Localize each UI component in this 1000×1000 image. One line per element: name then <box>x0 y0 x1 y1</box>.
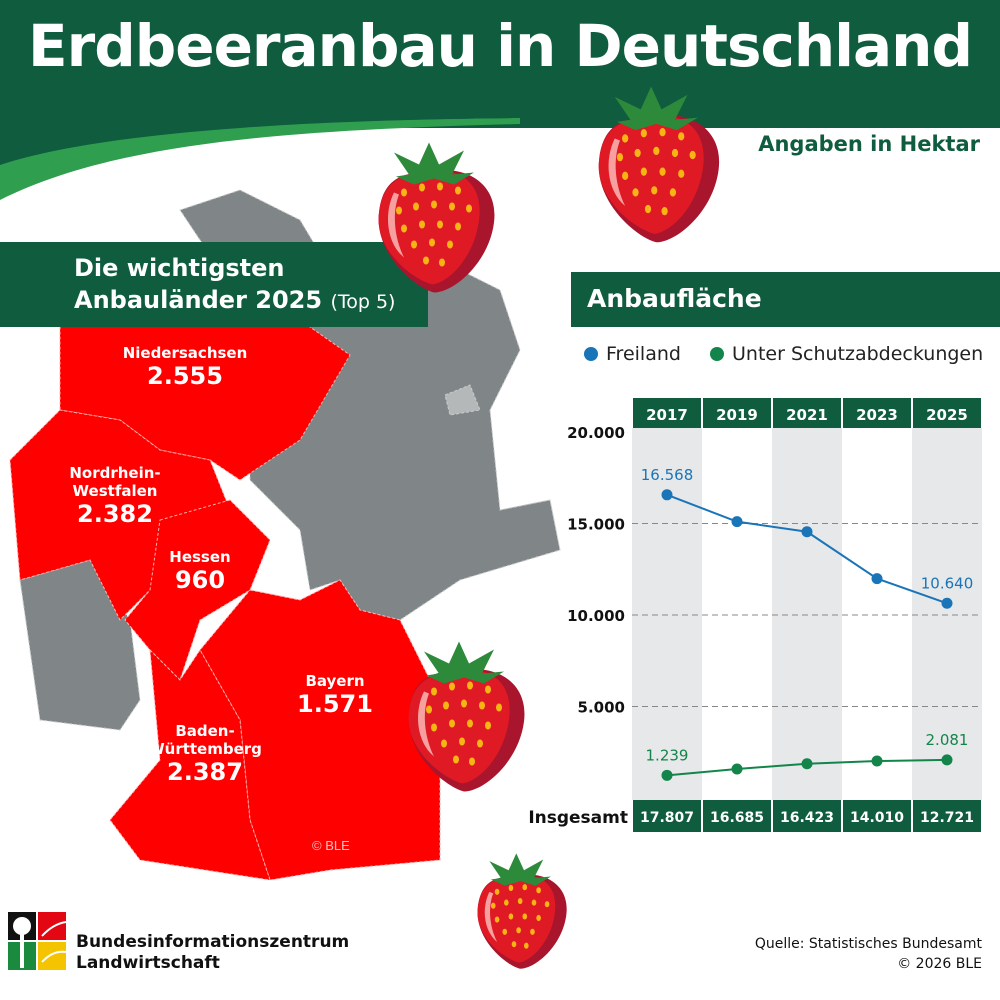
data-label: 10.640 <box>921 574 974 592</box>
year-header-label: 2017 <box>646 406 688 424</box>
berlin <box>444 384 481 416</box>
year-header-label: 2021 <box>786 406 828 424</box>
state-value: 2.387 <box>167 758 243 786</box>
total-cell <box>633 800 701 832</box>
map-copyright: © BLE <box>312 838 350 853</box>
state-name: Bayern <box>305 672 365 690</box>
map-title: Die wichtigsten Anbauländer 2025 (Top 5) <box>0 242 428 327</box>
org-name-line2: Landwirtschaft <box>76 953 220 973</box>
title-band <box>0 0 1000 128</box>
data-point <box>661 489 673 501</box>
year-header-cell <box>843 398 911 428</box>
data-point <box>871 573 883 585</box>
state-niedersachsen <box>59 319 351 481</box>
source-note: Quelle: Statistisches Bundesamt © 2026 B… <box>755 934 982 974</box>
source-text: Quelle: Statistisches Bundesamt <box>754 936 982 952</box>
data-point <box>661 769 673 781</box>
data-point <box>871 755 883 767</box>
total-cell <box>703 800 771 832</box>
state-name: Niedersachsen <box>122 344 248 362</box>
year-header-cell <box>633 398 701 428</box>
data-point <box>801 526 813 538</box>
copyright-text: © 2026 BLE <box>897 956 982 972</box>
year-header-label: 2019 <box>716 406 758 424</box>
column-band <box>912 428 982 800</box>
total-cell <box>773 800 841 832</box>
legend-schutz: Unter Schutzabdeckungen <box>710 343 983 365</box>
label-niedersachsen: Niedersachsen 2.555 <box>110 344 260 390</box>
total-value: 16.423 <box>780 810 834 826</box>
data-point <box>731 763 743 775</box>
data-point <box>941 597 953 609</box>
legend-freiland: Freiland <box>584 343 681 365</box>
label-bayern: Bayern 1.571 <box>275 672 395 718</box>
data-label: 2.081 <box>926 731 969 749</box>
year-header-cell <box>913 398 981 428</box>
total-label: Insgesamt <box>528 808 628 828</box>
state-name: Hessen <box>169 548 231 566</box>
legend-label: Freiland <box>606 343 681 365</box>
total-cell <box>843 800 911 832</box>
state-bw <box>109 648 271 880</box>
year-header-label: 2025 <box>926 406 968 424</box>
strawberry-icon <box>378 142 495 293</box>
data-point <box>941 754 953 766</box>
total-value: 17.807 <box>640 810 694 826</box>
map-title-line1: Die wichtigsten <box>74 254 285 282</box>
map-title-line2: Anbauländer 2025 <box>74 286 323 314</box>
state-hessen <box>124 499 271 681</box>
total-value: 14.010 <box>850 810 904 826</box>
state-name: Westfalen <box>72 482 158 500</box>
y-tick-label: 10.000 <box>567 607 625 625</box>
strawberry-icon <box>408 641 525 792</box>
legend-label: Unter Schutzabdeckungen <box>732 343 984 365</box>
state-value: 960 <box>174 566 226 594</box>
page-title: Erdbeeranbau in Deutschland <box>28 12 973 80</box>
data-label: 16.568 <box>641 466 694 484</box>
data-point <box>731 516 743 528</box>
y-tick-label: 20.000 <box>567 424 625 442</box>
strawberry-icon <box>598 86 720 243</box>
strawberry-icon <box>477 853 567 969</box>
state-value: 2.382 <box>77 500 153 528</box>
unit-note: Angaben in Hektar <box>758 132 980 156</box>
state-value: 2.555 <box>147 362 223 390</box>
legend-dot-icon <box>584 347 598 361</box>
state-name: Baden- <box>175 722 235 740</box>
year-header-label: 2023 <box>856 406 898 424</box>
label-bw: Baden- Württemberg 2.387 <box>130 722 280 786</box>
column-band <box>772 428 842 800</box>
label-nrw: Nordrhein- Westfalen 2.382 <box>40 464 190 528</box>
state-name: Württemberg <box>148 740 262 758</box>
label-hessen: Hessen 960 <box>140 548 260 594</box>
total-cell <box>913 800 981 832</box>
year-header-cell <box>773 398 841 428</box>
map-top5-states <box>9 319 441 880</box>
legend-dot-icon <box>710 347 724 361</box>
y-tick-label: 5.000 <box>578 699 625 717</box>
year-header-cell <box>703 398 771 428</box>
total-value: 12.721 <box>920 810 974 826</box>
swoosh-decoration <box>0 110 520 200</box>
line-chart: 2017 17.807 2019 16.685 2021 16.423 2023 14.010… <box>528 398 982 832</box>
data-point <box>801 758 813 770</box>
state-name: Nordrhein- <box>69 464 161 482</box>
ble-logo-icon <box>8 912 66 970</box>
org-name-line1: Bundesinformationszentrum <box>76 932 350 952</box>
y-tick-label: 15.000 <box>567 516 625 534</box>
total-value: 16.685 <box>710 810 764 826</box>
map-title-suffix: (Top 5) <box>330 291 396 313</box>
chart-title: Anbaufläche <box>571 272 1000 327</box>
state-value: 1.571 <box>297 690 373 718</box>
data-label: 1.239 <box>646 746 689 764</box>
org-name: Bundesinformationszentrum Landwirtschaft <box>76 932 349 974</box>
